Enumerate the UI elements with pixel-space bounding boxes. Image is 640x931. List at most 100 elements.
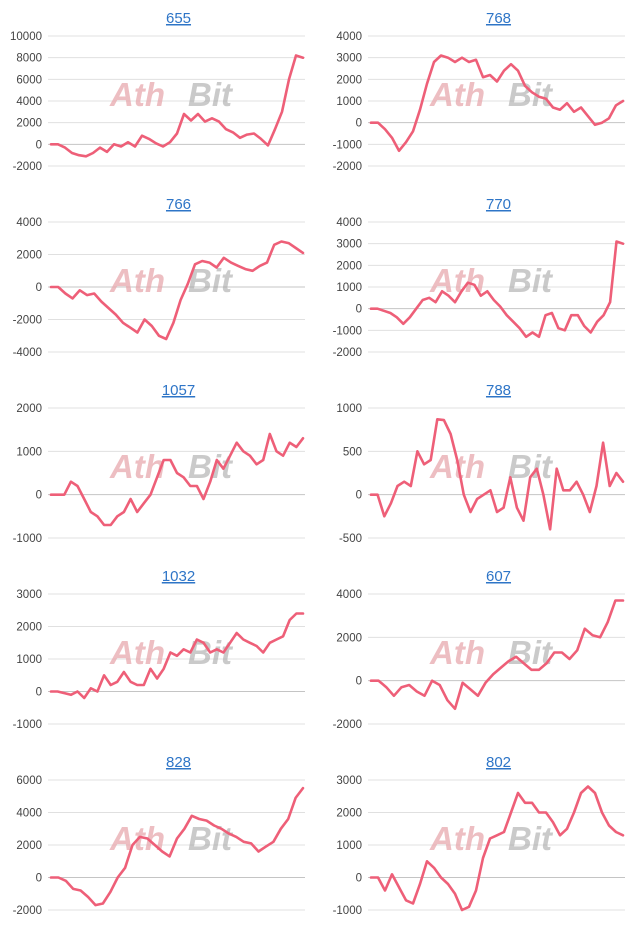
data-point xyxy=(288,441,292,445)
y-tick-label: -500 xyxy=(339,533,362,545)
chart-title[interactable]: 1032 xyxy=(162,568,195,585)
data-point xyxy=(488,837,492,841)
data-point xyxy=(228,454,232,458)
data-point xyxy=(376,876,380,880)
data-point xyxy=(140,134,144,138)
data-point xyxy=(210,116,214,120)
data-point xyxy=(495,510,499,514)
data-point xyxy=(294,612,298,616)
data-point xyxy=(69,693,73,697)
data-point xyxy=(468,687,472,691)
data-point xyxy=(607,116,611,120)
data-point xyxy=(555,467,559,471)
data-point xyxy=(179,298,183,302)
watermark-text: Ath xyxy=(109,634,165,671)
data-point xyxy=(294,445,298,449)
data-point xyxy=(544,313,548,317)
chart-title[interactable]: 802 xyxy=(486,754,511,771)
data-point xyxy=(435,417,439,421)
watermark-logo: Ath Bit xyxy=(109,76,234,113)
series-line xyxy=(49,240,305,341)
y-tick-label: 2000 xyxy=(16,840,42,852)
data-point xyxy=(461,681,465,685)
data-point xyxy=(608,484,612,488)
data-point xyxy=(56,142,60,146)
chart-title[interactable]: 607 xyxy=(486,568,511,585)
y-tick-label: 0 xyxy=(36,687,42,699)
y-tick-label: 0 xyxy=(36,282,42,294)
chart-607: 607 4000 2000 0 -2000 Ath Bit xyxy=(320,558,640,744)
data-point xyxy=(215,266,219,270)
data-point xyxy=(382,514,386,518)
data-point xyxy=(552,651,556,655)
data-point xyxy=(425,82,429,86)
data-point xyxy=(453,300,457,304)
y-tick-label: 3000 xyxy=(336,239,362,251)
data-point xyxy=(529,668,533,672)
data-point xyxy=(593,791,597,795)
y-tick-label: 0 xyxy=(356,676,362,688)
chart-title[interactable]: 788 xyxy=(486,382,511,399)
data-point xyxy=(432,60,436,64)
data-point xyxy=(249,841,253,845)
data-point xyxy=(266,143,270,147)
data-point xyxy=(195,638,199,642)
y-tick-label: 2000 xyxy=(16,622,42,634)
chart-title[interactable]: 770 xyxy=(486,196,511,213)
data-point xyxy=(229,261,233,265)
data-point xyxy=(77,153,81,157)
data-point xyxy=(591,633,595,637)
chart-title[interactable]: 655 xyxy=(166,10,191,27)
chart-title[interactable]: 1057 xyxy=(162,382,195,399)
data-point xyxy=(589,331,593,335)
data-point xyxy=(509,811,513,815)
y-tick-label: 4000 xyxy=(336,217,362,229)
watermark-text: Ath xyxy=(109,76,165,113)
data-point xyxy=(205,819,209,823)
data-point xyxy=(558,833,562,837)
chart-title[interactable]: 828 xyxy=(166,754,191,771)
data-point xyxy=(621,599,625,603)
data-point xyxy=(449,432,453,436)
data-point xyxy=(217,120,221,124)
y-tick-label: -1000 xyxy=(13,719,42,731)
data-point xyxy=(157,334,161,338)
data-point xyxy=(281,454,285,458)
chart-title[interactable]: 766 xyxy=(166,196,191,213)
data-point xyxy=(407,683,411,687)
chart-766: 766 4000 2000 0 -2000 -4000 Ath Bit xyxy=(0,186,320,372)
data-point xyxy=(287,241,291,245)
chart-title[interactable]: 768 xyxy=(486,10,511,27)
data-point xyxy=(265,261,269,265)
data-point xyxy=(383,127,387,131)
data-point xyxy=(460,908,464,912)
data-point xyxy=(388,311,392,315)
data-point xyxy=(432,866,436,870)
data-point xyxy=(149,493,153,497)
data-point xyxy=(524,335,528,339)
data-point xyxy=(466,281,470,285)
y-tick-label: -2000 xyxy=(333,719,362,731)
data-point xyxy=(423,694,427,698)
data-point xyxy=(600,811,604,815)
data-point xyxy=(475,497,479,501)
data-point xyxy=(395,315,399,319)
data-point xyxy=(392,694,396,698)
data-point xyxy=(621,480,625,484)
data-point xyxy=(588,510,592,514)
data-point xyxy=(122,670,126,674)
data-point xyxy=(126,140,130,144)
data-point xyxy=(119,145,123,149)
data-point xyxy=(128,326,132,330)
data-point xyxy=(453,60,457,64)
data-point xyxy=(439,54,443,58)
data-point xyxy=(108,890,112,894)
data-point xyxy=(49,493,53,497)
data-point xyxy=(220,827,224,831)
data-point xyxy=(492,298,496,302)
data-point xyxy=(115,514,119,518)
data-point xyxy=(99,300,103,304)
data-point xyxy=(271,840,275,844)
data-point xyxy=(257,850,261,854)
data-point xyxy=(607,824,611,828)
